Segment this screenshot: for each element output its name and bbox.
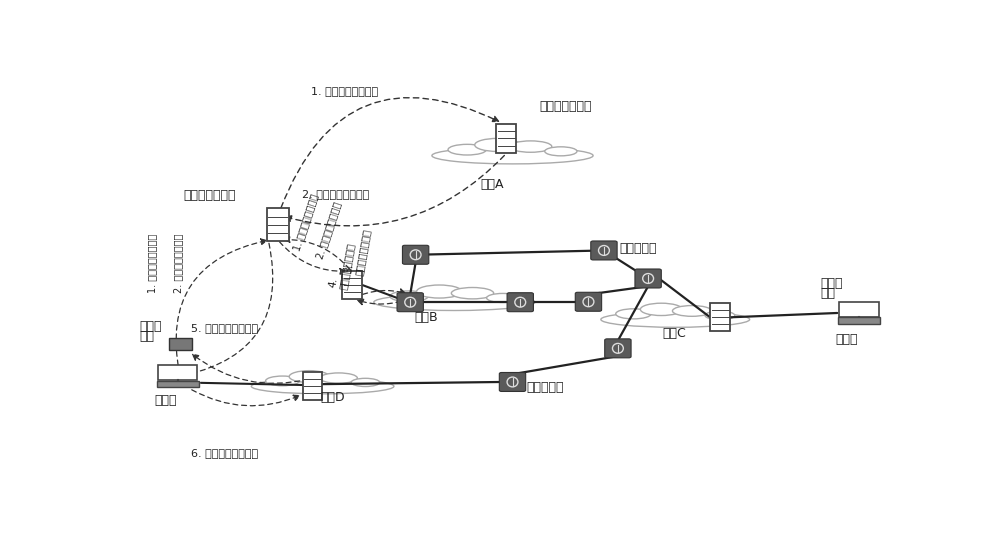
- Text: 1. 网络注册请求消息: 1. 网络注册请求消息: [311, 86, 378, 96]
- Text: 网络标签核查消息: 网络标签核查消息: [354, 228, 372, 276]
- Text: 4.: 4.: [328, 277, 340, 288]
- Text: 2. 网络注册响应消息: 2. 网络注册响应消息: [315, 200, 343, 260]
- Ellipse shape: [601, 311, 750, 327]
- FancyBboxPatch shape: [267, 208, 289, 241]
- FancyBboxPatch shape: [397, 293, 423, 312]
- Text: 网络A: 网络A: [480, 178, 503, 191]
- Text: 3.: 3.: [344, 263, 355, 274]
- FancyBboxPatch shape: [496, 124, 516, 153]
- Ellipse shape: [374, 294, 535, 310]
- FancyBboxPatch shape: [402, 245, 429, 264]
- Ellipse shape: [705, 311, 735, 320]
- Ellipse shape: [475, 138, 520, 151]
- Ellipse shape: [509, 141, 552, 152]
- Text: 端系统: 端系统: [836, 333, 858, 346]
- Text: 1. 网络注册请求消息: 1. 网络注册请求消息: [292, 193, 319, 253]
- Ellipse shape: [432, 147, 593, 164]
- Text: 端系统: 端系统: [154, 394, 177, 407]
- FancyBboxPatch shape: [507, 293, 533, 312]
- Text: 网络标签确认消息: 网络标签确认消息: [338, 242, 356, 290]
- Text: 路径标注器: 路径标注器: [619, 242, 657, 255]
- Text: 路径标注器: 路径标注器: [526, 381, 564, 394]
- Ellipse shape: [390, 291, 428, 302]
- Ellipse shape: [289, 371, 329, 382]
- Ellipse shape: [672, 306, 712, 316]
- Text: 客户端: 客户端: [139, 320, 161, 333]
- Ellipse shape: [640, 303, 682, 315]
- Text: 2. 网络注册响应消息: 2. 网络注册响应消息: [302, 189, 369, 199]
- FancyBboxPatch shape: [303, 372, 322, 400]
- Ellipse shape: [545, 147, 577, 156]
- FancyBboxPatch shape: [342, 271, 362, 299]
- FancyBboxPatch shape: [605, 339, 631, 358]
- FancyBboxPatch shape: [635, 269, 661, 288]
- FancyBboxPatch shape: [710, 304, 730, 332]
- FancyBboxPatch shape: [838, 318, 880, 324]
- Ellipse shape: [616, 309, 651, 319]
- FancyBboxPatch shape: [575, 292, 602, 311]
- Text: 密钥管理服务器: 密钥管理服务器: [183, 189, 236, 202]
- Text: 网络C: 网络C: [662, 326, 686, 340]
- Text: 网络B: 网络B: [414, 311, 438, 324]
- FancyBboxPatch shape: [591, 241, 617, 260]
- Text: 网络D: 网络D: [320, 391, 345, 404]
- Text: 密钥代理服务器: 密钥代理服务器: [540, 100, 592, 113]
- Text: 代理: 代理: [820, 287, 835, 300]
- Text: 代理: 代理: [139, 330, 154, 343]
- FancyBboxPatch shape: [839, 302, 879, 317]
- Ellipse shape: [251, 379, 394, 394]
- Text: 2. 网络注册响应消息: 2. 网络注册响应消息: [173, 234, 183, 293]
- FancyBboxPatch shape: [499, 372, 526, 391]
- Ellipse shape: [448, 144, 486, 155]
- FancyBboxPatch shape: [157, 381, 199, 388]
- Ellipse shape: [351, 379, 380, 386]
- Ellipse shape: [417, 285, 462, 298]
- Ellipse shape: [320, 373, 357, 383]
- Text: 5. 网络标签确认消息: 5. 网络标签确认消息: [191, 323, 258, 333]
- Ellipse shape: [266, 376, 299, 386]
- Text: 1. 网络注册请求消息: 1. 网络注册请求消息: [147, 234, 157, 293]
- Ellipse shape: [487, 293, 519, 302]
- Text: 6. 网络标签核查消息: 6. 网络标签核查消息: [191, 448, 258, 458]
- Text: 客户端: 客户端: [820, 277, 843, 290]
- FancyBboxPatch shape: [169, 338, 192, 351]
- FancyBboxPatch shape: [158, 366, 197, 380]
- Ellipse shape: [451, 287, 494, 299]
